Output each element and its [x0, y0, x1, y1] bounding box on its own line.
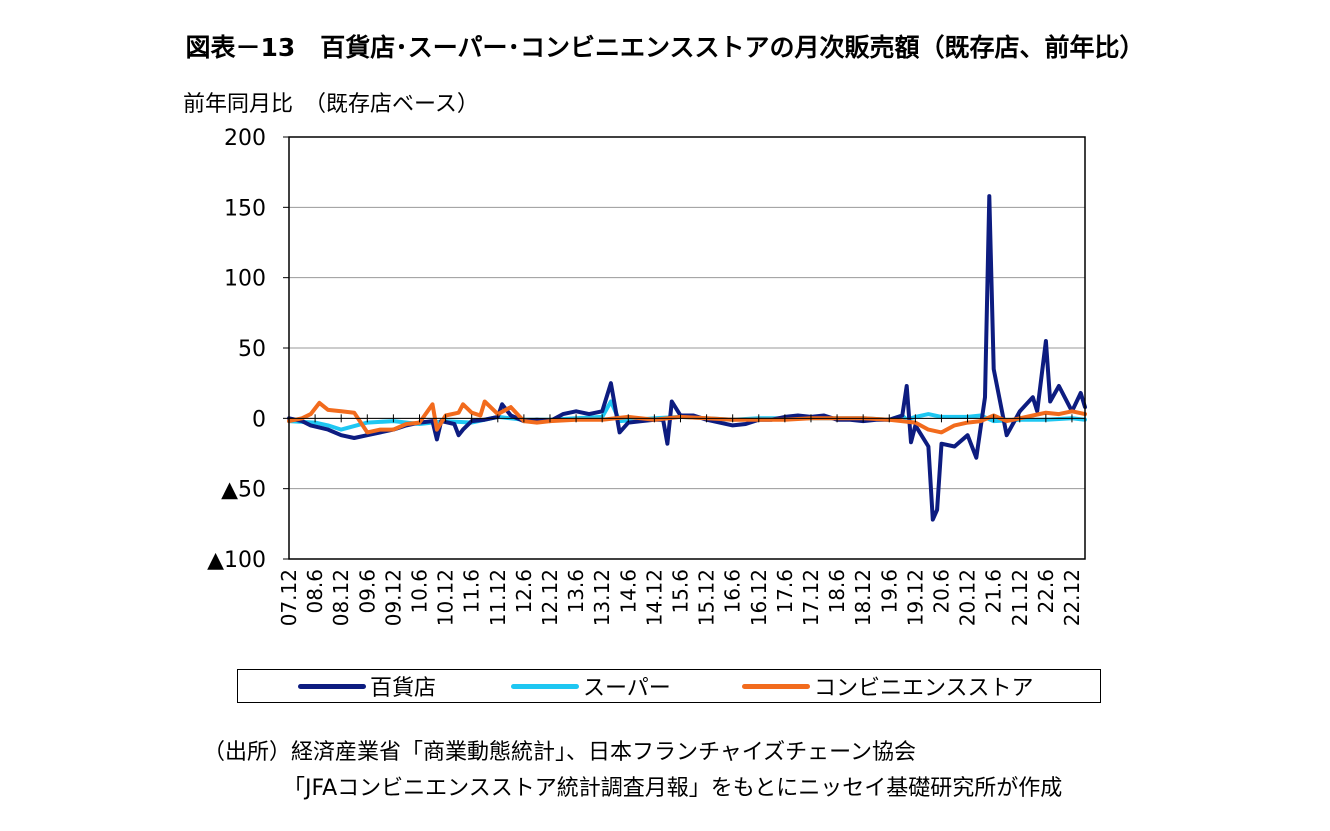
x-tick-label-5: 10.6 [407, 569, 431, 614]
x-tick-label-1: 08.6 [303, 569, 327, 614]
x-tick-label-20: 17.12 [799, 569, 823, 626]
y-axis-ticks: 200 150 100 50 0 ▲50 ▲100 [207, 126, 289, 573]
legend-swatch-convenience-store [742, 683, 810, 689]
grid-lines [289, 206, 1085, 490]
source-note-line-1: （出所）経済産業省「商業動態統計」、日本フランチャイズチェーン協会 [203, 740, 917, 765]
x-tick-label-6: 10.12 [434, 569, 458, 626]
x-tick-label-8: 11.12 [486, 569, 510, 626]
x-tick-label-29: 22.6 [1034, 569, 1058, 614]
x-tick-label-16: 15.12 [695, 569, 719, 626]
legend-label-convenience-store: コンビニエンスストア [814, 676, 1034, 701]
legend-swatch-department-store [298, 683, 366, 689]
legend-item-convenience-store: コンビニエンスストア [742, 670, 1034, 702]
x-tick-label-11: 13.6 [564, 569, 588, 614]
x-tick-label-28: 21.12 [1008, 569, 1032, 626]
x-tick-label-15: 15.6 [668, 569, 692, 614]
legend: 百貨店 スーパー コンビニエンスストア [237, 669, 1101, 703]
y-tick-label-6: ▲100 [207, 548, 266, 573]
x-tick-label-22: 18.12 [851, 569, 875, 626]
legend-item-department-store: 百貨店 [298, 670, 436, 702]
x-tick-label-27: 21.6 [982, 569, 1006, 614]
x-tick-label-4: 09.12 [381, 569, 405, 626]
legend-label-department-store: 百貨店 [370, 676, 437, 701]
series-lines [287, 194, 1087, 522]
x-tick-label-30: 22.12 [1060, 569, 1084, 626]
x-tick-label-13: 14.6 [616, 569, 640, 614]
y-tick-label-4: 0 [252, 407, 266, 432]
x-axis-ticks: 07.12 08.6 08.12 09.6 09.12 10.6 10.12 11.6 11.1… [277, 414, 1085, 626]
source-note-line-2: 「JFAコンビニエンスストア統計調査月報」をもとにニッセイ基礎研究所が作成 [283, 776, 1063, 801]
x-tick-label-17: 16.6 [721, 569, 745, 614]
x-tick-label-12: 13.12 [590, 569, 614, 626]
y-tick-label-1: 150 [224, 196, 266, 221]
y-axis-label: 前年同月比 （既存店ベース） [183, 92, 479, 117]
x-tick-label-9: 12.6 [512, 569, 536, 614]
legend-swatch-supermarket [511, 683, 579, 689]
x-tick-label-19: 17.6 [773, 569, 797, 614]
x-tick-label-10: 12.12 [538, 569, 562, 626]
series-line-department-store [287, 194, 1087, 522]
x-tick-label-14: 14.12 [642, 569, 666, 626]
x-tick-label-0: 07.12 [277, 569, 301, 626]
x-tick-label-18: 16.12 [747, 569, 771, 626]
x-tick-label-25: 20.6 [929, 569, 953, 614]
x-tick-label-3: 09.6 [355, 569, 379, 614]
x-tick-label-7: 11.6 [460, 569, 484, 614]
series-line-convenience-store [287, 399, 1087, 435]
legend-item-supermarket: スーパー [511, 670, 671, 702]
x-tick-label-24: 19.12 [903, 569, 927, 626]
x-tick-label-26: 20.12 [956, 569, 980, 626]
y-tick-label-2: 100 [224, 267, 266, 292]
y-tick-label-0: 200 [224, 126, 266, 151]
y-tick-label-3: 50 [238, 337, 266, 362]
y-tick-label-5: ▲50 [221, 478, 266, 503]
x-tick-label-2: 08.12 [329, 569, 353, 626]
legend-label-supermarket: スーパー [583, 676, 671, 701]
x-tick-label-23: 19.6 [877, 569, 901, 614]
chart-title: 図表－13 百貨店･スーパー･コンビニエンスストアの月次販売額（既存店、前年比） [185, 33, 1145, 62]
x-tick-label-21: 18.6 [825, 569, 849, 614]
